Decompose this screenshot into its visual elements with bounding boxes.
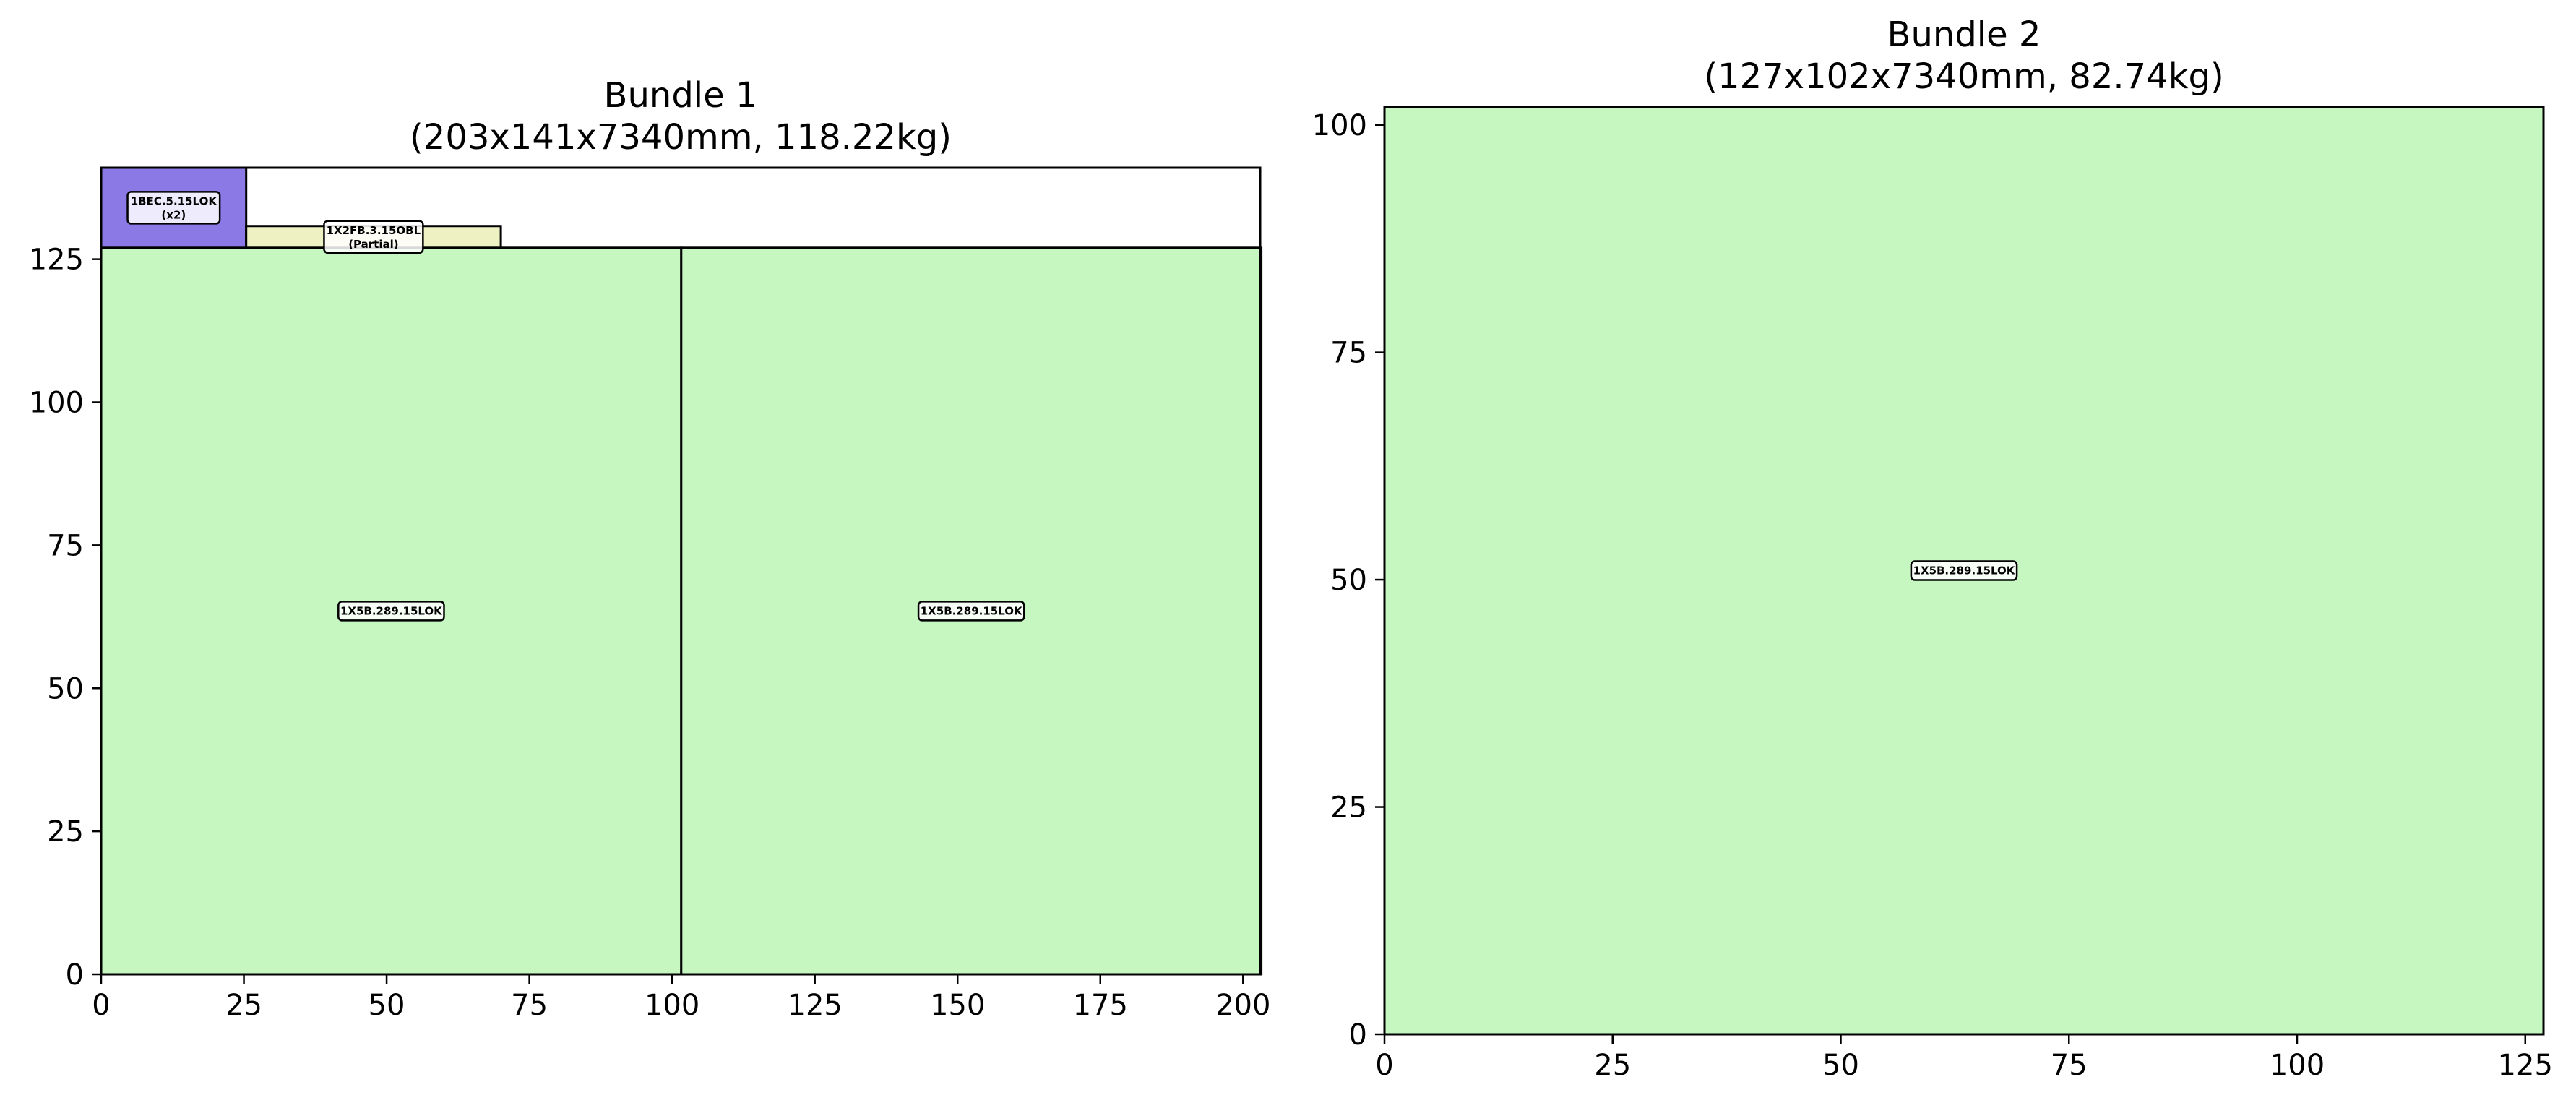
bundle-2-xtick-label-5: 125 <box>2498 1049 2553 1082</box>
bundle-2-ytick-label-2: 50 <box>1330 564 1367 597</box>
bundle-1-boxes: 1X5B.289.15LOK 1X5B.289.15LOK 1BEC.5.15LOK… <box>100 166 1263 976</box>
bundle-1-box-1-label-bg <box>917 601 1025 622</box>
bundle-1-xtick-label-0: 0 <box>92 989 110 1022</box>
bundle-2-ytick-label-4: 100 <box>1312 109 1367 142</box>
bundle-1-box-3-label-badge: 1X2FB.3.15OBL(Partial) <box>323 220 424 254</box>
bundle-1-box-0-label: 1X5B.289.15LOK <box>340 604 443 617</box>
bundle-2-boxes: 1X5B.289.15LOK <box>1383 106 2545 1036</box>
bundle-1-box-1-label-badge: 1X5B.289.15LOK <box>917 601 1025 622</box>
bundle-1-box-2-label-bg <box>126 191 221 225</box>
bundle-1-ytick-label-1: 25 <box>47 815 84 849</box>
bundle-1-box-2-sublabel: (x2) <box>161 208 186 221</box>
bundle-2-xtick-label-2: 50 <box>1822 1049 1859 1082</box>
bundle-1-xtick-label-2: 50 <box>369 989 405 1022</box>
bundle-1-box-3-sublabel: (Partial) <box>348 238 398 251</box>
bundle-2-xtick-label-1: 25 <box>1594 1049 1631 1082</box>
bundle-1-xtick-label-1: 25 <box>225 989 262 1022</box>
bundle-2-axes-frame <box>1383 106 2545 1036</box>
bundle-2-ytick-label-3: 75 <box>1330 337 1367 370</box>
bundle-2-panel: Bundle 2 (127x102x7340mm, 82.74kg) 1X5B.… <box>1312 14 2553 1082</box>
bundle-2-box-0-label: 1X5B.289.15LOK <box>1913 564 2016 577</box>
bundle-1-xtick-label-4: 100 <box>645 989 699 1022</box>
bundle-1-title: Bundle 1 <box>604 75 758 116</box>
bundle-1-box-2-label-badge: 1BEC.5.15LOK(x2) <box>126 191 221 225</box>
bundle-2-title: Bundle 2 <box>1887 14 2041 55</box>
bundle-2-ytick-label-1: 25 <box>1330 791 1367 825</box>
bundle-1-axes-frame <box>100 166 1262 976</box>
bundle-1-ticks: 0 25 50 75 100 125 150 175 200 0 25 50 75 100 125 <box>29 244 1271 1022</box>
bundle-1-ytick-label-0: 0 <box>66 958 84 992</box>
bundle-1-xtick-label-3: 75 <box>511 989 548 1022</box>
bundle-2-xtick-label-4: 100 <box>2270 1049 2325 1082</box>
bundle-1-box-0-label-bg <box>337 601 445 622</box>
bundle-1-ytick-label-2: 50 <box>47 672 84 705</box>
bundle-2-ytick-label-0: 0 <box>1349 1018 1367 1052</box>
bundle-1-box-1-label: 1X5B.289.15LOK <box>921 604 1023 617</box>
bundle-1-xtick-label-7: 175 <box>1073 989 1128 1022</box>
bundle-1-ytick-label-4: 100 <box>29 387 84 420</box>
bundle-2-box-0-label-badge: 1X5B.289.15LOK <box>1910 560 2018 581</box>
bundle-1-panel: Bundle 1 (203x141x7340mm, 118.22kg) 1X5B… <box>29 75 1271 1022</box>
bundle-1-box-3-label: 1X2FB.3.15OBL <box>327 224 421 237</box>
bundle-2-subtitle: (127x102x7340mm, 82.74kg) <box>1704 56 2223 97</box>
bundle-1-xtick-label-8: 200 <box>1215 989 1270 1022</box>
bundle-1-ytick-label-5: 125 <box>29 244 84 277</box>
bundle-1-ytick-label-3: 75 <box>47 529 84 562</box>
bundle-2-xtick-label-0: 0 <box>1375 1049 1393 1082</box>
bundle-2-box-0-label-bg <box>1910 560 2018 581</box>
bundle-1-subtitle: (203x141x7340mm, 118.22kg) <box>410 117 952 158</box>
bundle-2-ticks: 0 25 50 75 100 125 0 25 50 75 100 <box>1312 109 2553 1082</box>
bundle-2-xtick-label-3: 75 <box>2051 1049 2088 1082</box>
bundle-1-box-2-label: 1BEC.5.15LOK <box>131 194 218 207</box>
bundle-1-box-3-label-bg <box>323 220 424 254</box>
bundle-1-xtick-label-6: 150 <box>930 989 985 1022</box>
bundle-1-box-0-label-badge: 1X5B.289.15LOK <box>337 601 445 622</box>
bundle-1-xtick-label-5: 125 <box>788 989 843 1022</box>
